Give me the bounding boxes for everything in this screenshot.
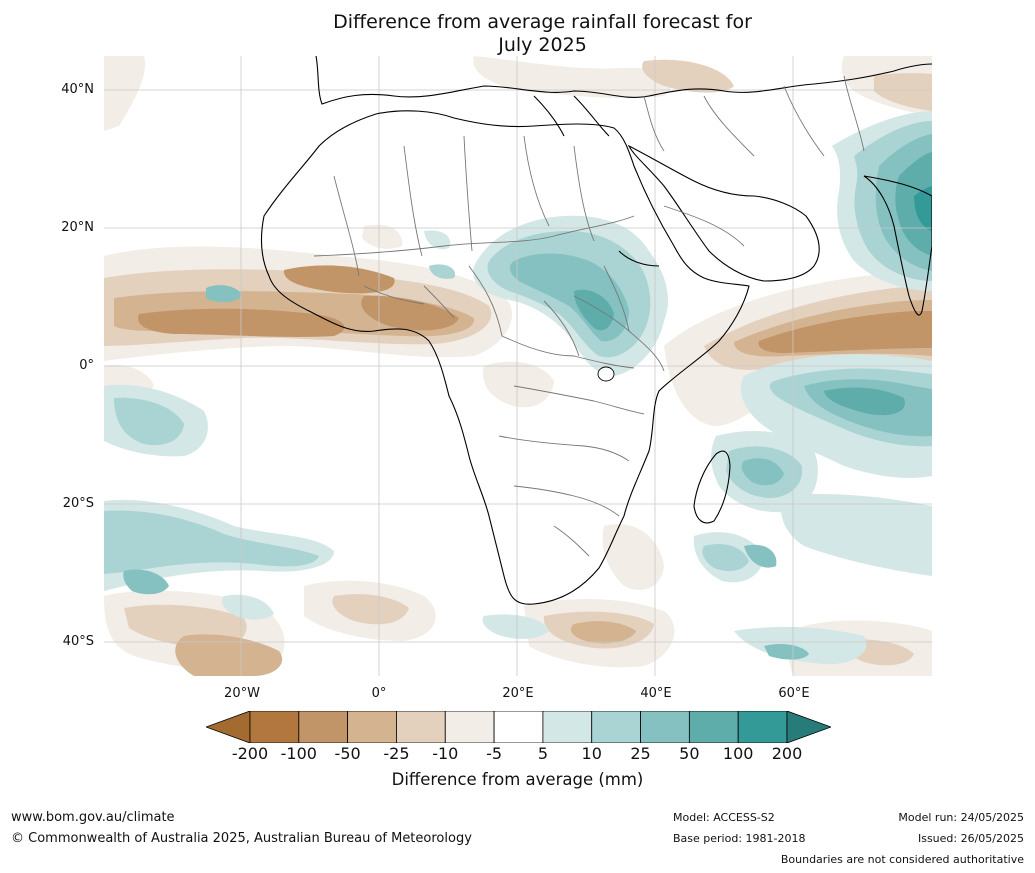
lat-label-20s: 20°S xyxy=(62,496,94,511)
base-period: Base period: 1981-2018 xyxy=(673,832,806,845)
colorbar-tick-label: 200 xyxy=(771,744,803,763)
map-title-line1: Difference from average rainfall forecas… xyxy=(333,11,752,33)
grid-lines xyxy=(104,56,932,676)
lat-label-40s: 40°S xyxy=(62,634,94,649)
colorbar-bin xyxy=(298,711,349,743)
colorbar-tick-label: 100 xyxy=(722,744,754,763)
country-borders xyxy=(313,75,865,557)
colorbar-tick-label: 5 xyxy=(537,744,548,763)
colorbar-bin xyxy=(737,711,788,743)
lakes xyxy=(597,366,615,382)
colorbar-bin xyxy=(249,711,300,743)
wet-anomalies xyxy=(104,111,932,665)
colorbar-bin xyxy=(688,711,739,743)
lat-label-20n: 20°N xyxy=(61,220,94,235)
boundaries-disclaimer: Boundaries are not considered authoritat… xyxy=(780,853,1024,866)
map-title-line2: July 2025 xyxy=(498,34,587,56)
colorbar-bin xyxy=(444,711,495,743)
lat-label-equator: 0° xyxy=(79,358,94,373)
colorbar-tick-label: -50 xyxy=(334,744,361,763)
colorbar-bin xyxy=(396,711,446,743)
coastlines xyxy=(260,56,932,605)
lat-label-40n: 40°N xyxy=(61,82,94,97)
colorbar-tick-label: -5 xyxy=(486,744,503,763)
colorbar-tick-label: -10 xyxy=(432,744,459,763)
colorbar-bin xyxy=(347,711,397,743)
map-canvas xyxy=(104,56,932,676)
colorbar-bin xyxy=(542,711,593,743)
website-link[interactable]: www.bom.gov.au/climate xyxy=(11,810,175,825)
colorbar-bin xyxy=(591,711,641,743)
colorbar-tick-label: -25 xyxy=(383,744,410,763)
colorbar-tick-label: 50 xyxy=(679,744,700,763)
colorbar-tick-label: 25 xyxy=(630,744,651,763)
colorbar-bin xyxy=(640,711,690,743)
lon-label-20e: 20°E xyxy=(502,686,534,701)
colorbar-bin xyxy=(493,711,544,743)
issued-date: Issued: 26/05/2025 xyxy=(917,832,1024,845)
lon-label-20w: 20°W xyxy=(224,686,260,701)
colorbar-tick-label: 10 xyxy=(581,744,602,763)
colorbar-extend-high xyxy=(786,711,831,743)
colorbar-extend-low xyxy=(206,711,251,743)
lon-label-40e: 40°E xyxy=(640,686,672,701)
model-run-date: Model run: 24/05/2025 xyxy=(898,811,1024,824)
colorbar xyxy=(206,711,831,743)
colorbar-tick-label: -200 xyxy=(231,744,269,763)
colorbar-tick-label: -100 xyxy=(280,744,317,763)
model-name: Model: ACCESS-S2 xyxy=(673,811,775,824)
lon-label-60e: 60°E xyxy=(778,686,810,701)
copyright-text: © Commonwealth of Australia 2025, Austra… xyxy=(11,831,472,846)
colorbar-label: Difference from average (mm) xyxy=(391,770,644,789)
lon-label-0: 0° xyxy=(371,686,387,701)
rainfall-anomaly-map xyxy=(104,56,932,676)
